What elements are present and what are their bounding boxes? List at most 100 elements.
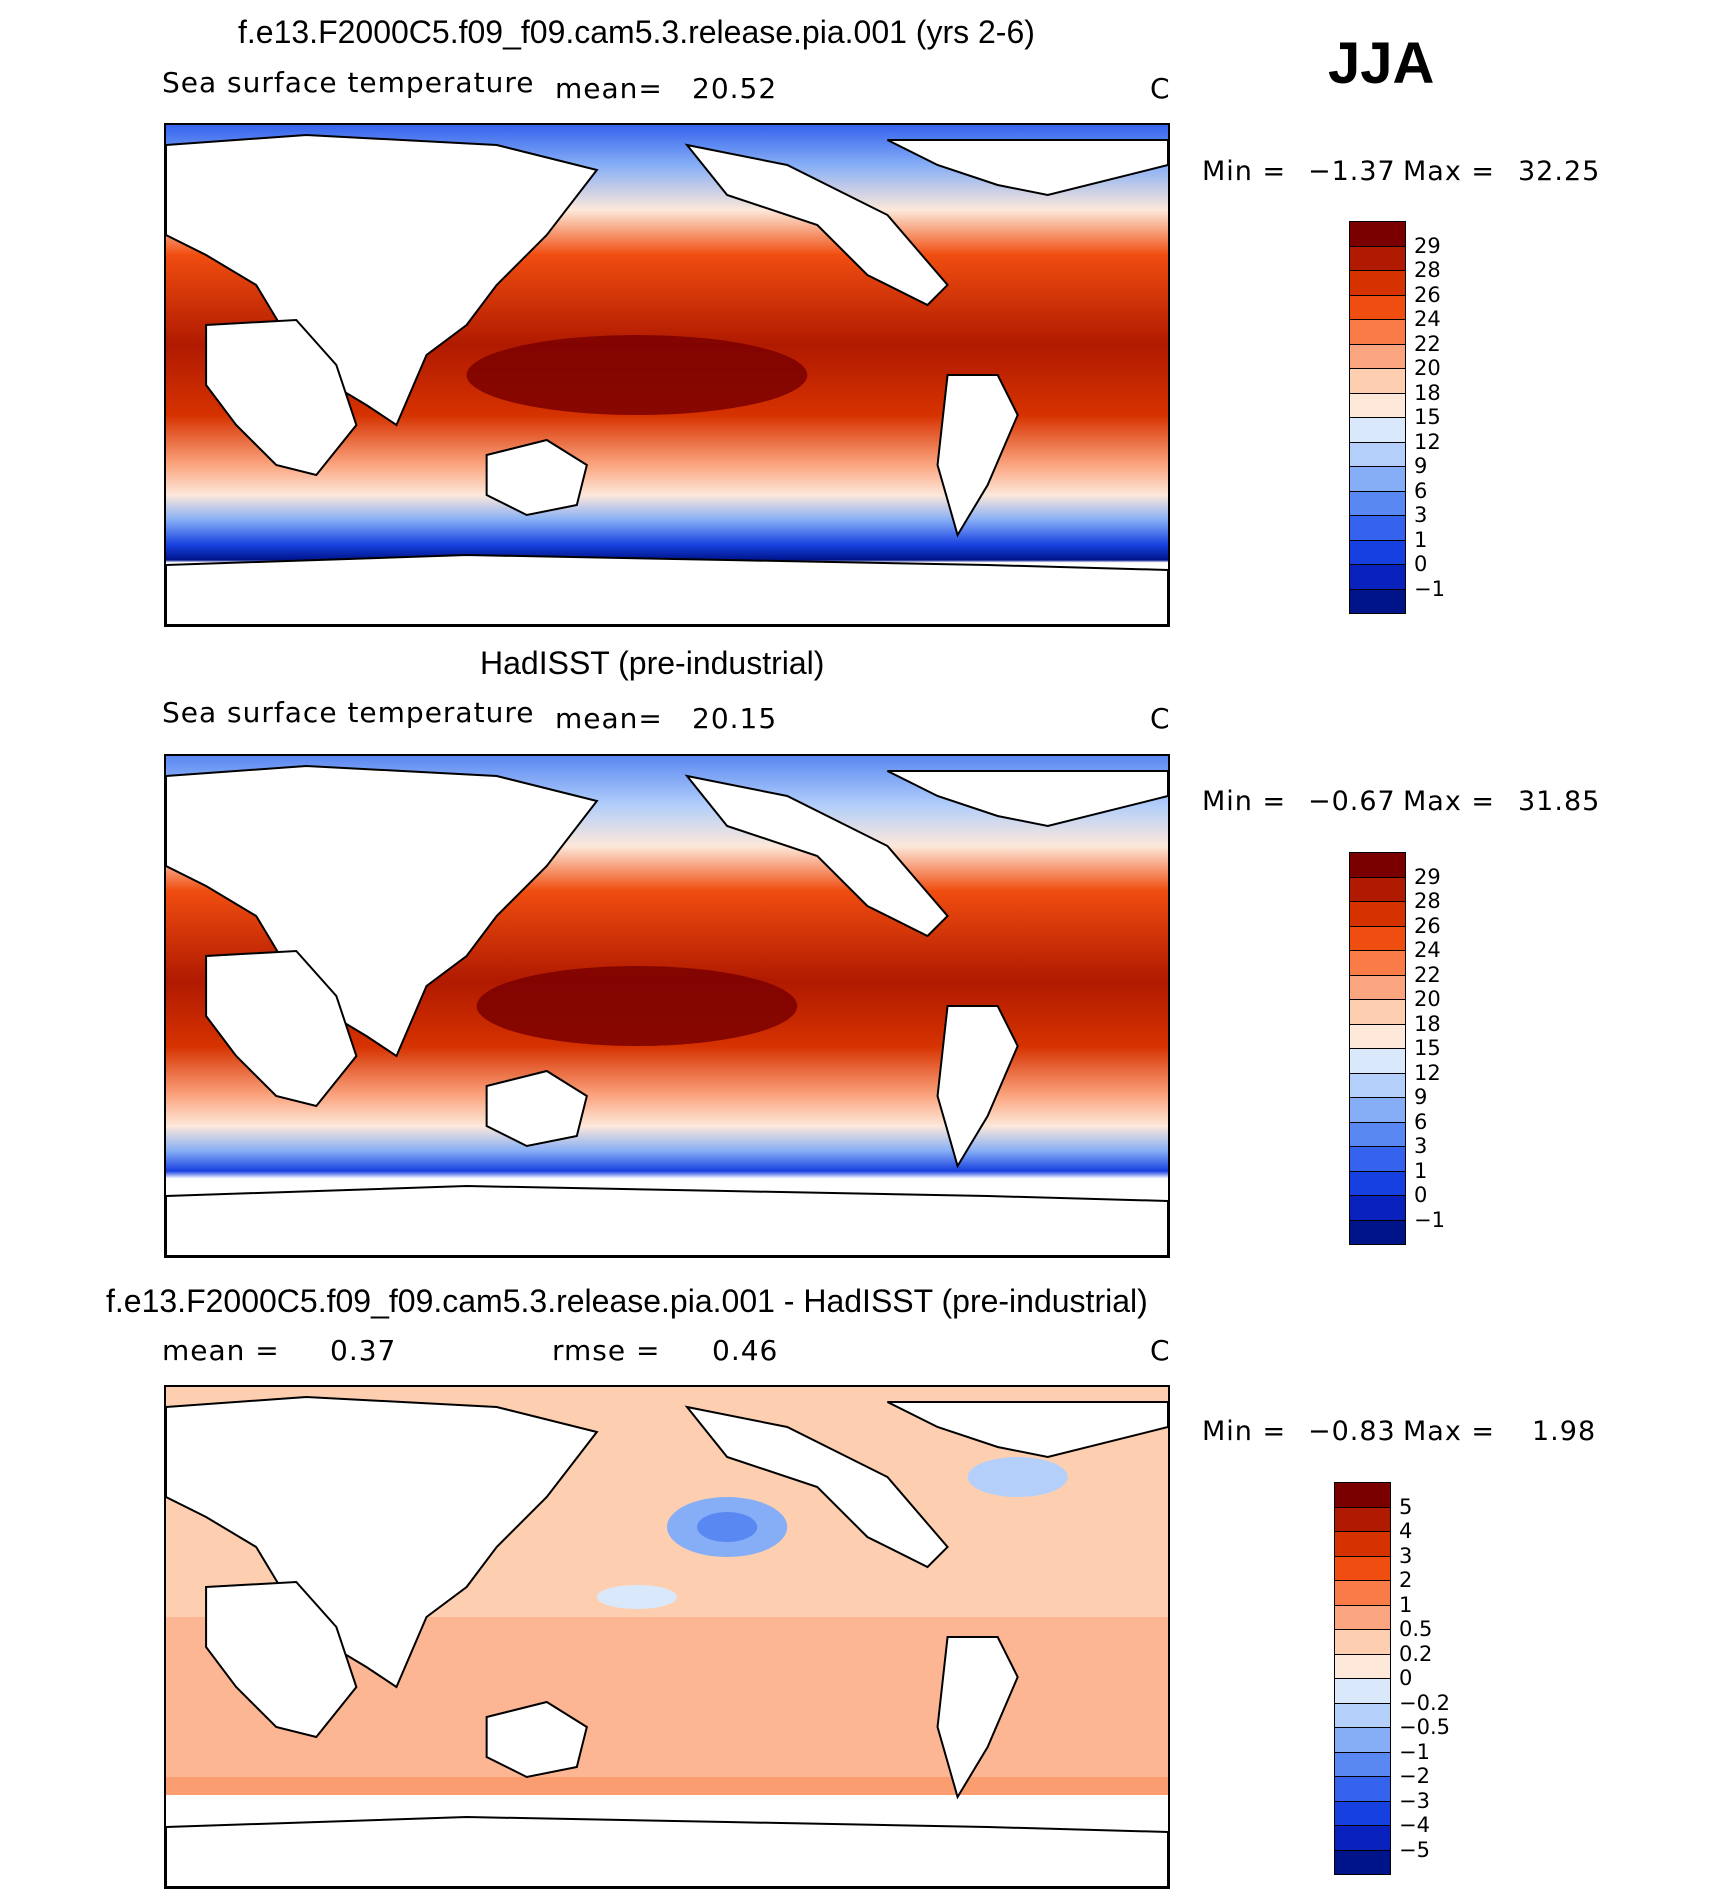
colorbar-swatch bbox=[1334, 1800, 1391, 1826]
units-label: C bbox=[1150, 72, 1171, 105]
colorbar-tick-label: 0.2 bbox=[1399, 1641, 1433, 1666]
colorbar-swatch bbox=[1349, 588, 1406, 614]
colorbar-swatch bbox=[1349, 901, 1406, 927]
colorbar-tick-label: 22 bbox=[1414, 331, 1441, 356]
max-value: 32.25 bbox=[1518, 156, 1601, 187]
colorbar-tick-label: 4 bbox=[1399, 1519, 1413, 1543]
colorbar-swatch bbox=[1349, 466, 1406, 492]
colorbar-tick-label: 3 bbox=[1414, 1134, 1428, 1158]
colorbar-tick-label: 1 bbox=[1399, 1592, 1413, 1617]
rmse-label: rmse = bbox=[552, 1334, 661, 1367]
colorbar-swatch bbox=[1349, 950, 1406, 976]
colorbar-swatch bbox=[1334, 1506, 1391, 1532]
colorbar-swatch bbox=[1334, 1531, 1391, 1557]
mean-value: 0.37 bbox=[330, 1334, 397, 1367]
sst-map bbox=[164, 754, 1170, 1258]
continent-outlines bbox=[166, 1395, 1168, 1887]
colorbar-swatch bbox=[1349, 1195, 1406, 1221]
colorbar: 29 28 26 24 22 20 18 15 12 9 6 3 1 0 −1 bbox=[1349, 221, 1445, 614]
colorbar-tick-label: 3 bbox=[1399, 1543, 1413, 1568]
colorbar-swatch bbox=[1349, 368, 1406, 394]
sst-map-image bbox=[166, 125, 1168, 625]
colorbar-tick-label: −0.2 bbox=[1399, 1690, 1450, 1715]
colorbar-swatch bbox=[1349, 974, 1406, 1000]
colorbar-swatch bbox=[1334, 1849, 1391, 1875]
min-label: Min = bbox=[1202, 156, 1287, 187]
colorbar-tick-label: 5 bbox=[1399, 1494, 1413, 1519]
continent-outlines bbox=[166, 764, 1168, 1256]
colorbar-swatch bbox=[1334, 1482, 1391, 1508]
season-label: JJA bbox=[1328, 31, 1435, 96]
min-value: −0.83 bbox=[1308, 1416, 1396, 1447]
colorbar-swatch bbox=[1334, 1629, 1391, 1655]
continent-outlines bbox=[166, 133, 1168, 625]
colorbar-swatch bbox=[1334, 1751, 1391, 1777]
sst-map-image bbox=[166, 756, 1168, 1256]
colorbar-tick-label: 0 bbox=[1414, 1183, 1428, 1207]
colorbar-tick-label: 26 bbox=[1414, 282, 1441, 307]
colorbar-tick-label: 29 bbox=[1414, 233, 1441, 258]
colorbar-swatch bbox=[1334, 1825, 1391, 1851]
colorbar-tick-label: 6 bbox=[1414, 478, 1428, 503]
colorbar-tick-label: 12 bbox=[1414, 429, 1441, 454]
colorbar-swatch bbox=[1349, 1170, 1406, 1196]
colorbar-swatch bbox=[1349, 1048, 1406, 1074]
colorbar-tick-label: 29 bbox=[1414, 864, 1441, 889]
colorbar-tick-label: 15 bbox=[1414, 1036, 1441, 1060]
colorbar-swatch bbox=[1334, 1580, 1391, 1606]
colorbar-tick-label: 20 bbox=[1414, 356, 1441, 380]
colorbar-swatch bbox=[1349, 1023, 1406, 1049]
min-value: −1.37 bbox=[1308, 156, 1396, 187]
colorbar-tick-label: 1 bbox=[1414, 527, 1428, 552]
colorbar-tick-label: 20 bbox=[1414, 987, 1441, 1011]
max-label: Max = bbox=[1403, 786, 1496, 817]
mean-value: 20.15 bbox=[692, 702, 778, 735]
colorbar-swatch bbox=[1349, 490, 1406, 516]
mean-label: mean= bbox=[555, 702, 663, 735]
colorbar-tick-label: 24 bbox=[1414, 307, 1441, 331]
rmse-value: 0.46 bbox=[712, 1334, 779, 1367]
min-label: Min = bbox=[1202, 786, 1287, 817]
units-label: C bbox=[1150, 702, 1171, 735]
colorbar-tick-label: 22 bbox=[1414, 962, 1441, 987]
colorbar-tick-label: −1 bbox=[1414, 576, 1445, 601]
colorbar-swatch bbox=[1334, 1727, 1391, 1753]
colorbar-tick-label: −2 bbox=[1399, 1764, 1430, 1788]
colorbar-tick-label: 9 bbox=[1414, 1085, 1428, 1109]
colorbar-swatch bbox=[1349, 515, 1406, 541]
colorbar-swatch bbox=[1349, 539, 1406, 565]
panel-title: f.e13.F2000C5.f09_f09.cam5.3.release.pia… bbox=[238, 14, 1035, 50]
colorbar-swatch bbox=[1349, 852, 1406, 878]
colorbar-tick-label: 3 bbox=[1414, 503, 1428, 527]
colorbar-tick-label: 9 bbox=[1414, 454, 1428, 478]
colorbar-swatch bbox=[1349, 221, 1406, 247]
colorbar-tick-label: 2 bbox=[1399, 1568, 1413, 1592]
difference-map bbox=[164, 1385, 1170, 1889]
colorbar-swatch bbox=[1334, 1702, 1391, 1728]
min-label: Min = bbox=[1202, 1416, 1287, 1447]
colorbar-swatch bbox=[1349, 441, 1406, 467]
colorbar-tick-label: 12 bbox=[1414, 1060, 1441, 1085]
max-label: Max = bbox=[1403, 156, 1496, 187]
sst-map bbox=[164, 123, 1170, 627]
colorbar-swatch bbox=[1349, 925, 1406, 951]
colorbar-tick-label: 15 bbox=[1414, 405, 1441, 429]
field-name: Sea surface temperature bbox=[162, 66, 535, 99]
colorbar-tick-label: −0.5 bbox=[1399, 1715, 1450, 1739]
colorbar-tick-label: −4 bbox=[1399, 1813, 1430, 1837]
colorbar-swatch bbox=[1334, 1678, 1391, 1704]
max-value: 31.85 bbox=[1518, 786, 1601, 817]
colorbar-tick-label: −3 bbox=[1399, 1788, 1430, 1813]
colorbar: 5 4 3 2 1 0.5 0.2 0 −0.2 −0.5 −1 −2 −3 −4 −5 bbox=[1334, 1482, 1450, 1875]
mean-value: 20.52 bbox=[692, 72, 778, 105]
colorbar-swatch bbox=[1334, 1555, 1391, 1581]
mean-label: mean = bbox=[162, 1334, 280, 1367]
colorbar-swatch bbox=[1349, 319, 1406, 345]
colorbar-tick-label: 18 bbox=[1414, 380, 1441, 405]
units-label: C bbox=[1150, 1334, 1171, 1367]
colorbar-swatch bbox=[1349, 1219, 1406, 1245]
colorbar-swatch bbox=[1349, 392, 1406, 418]
colorbar-swatch bbox=[1334, 1776, 1391, 1802]
colorbar-swatch bbox=[1349, 876, 1406, 902]
colorbar-tick-label: 0.5 bbox=[1399, 1617, 1433, 1641]
